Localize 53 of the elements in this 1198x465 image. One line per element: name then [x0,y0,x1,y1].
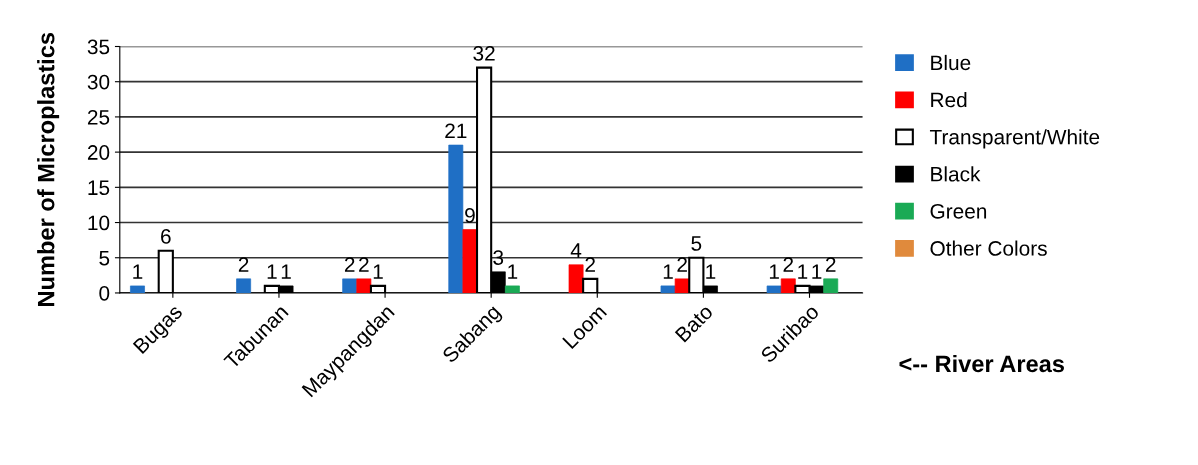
data-label: 6 [161,229,171,244]
data-label: 9 [465,207,475,223]
bar [356,278,372,293]
data-label: 1 [267,264,277,279]
bar [462,229,478,293]
y-tick-label: 0 [99,285,110,301]
x-tick-label: Bato [674,303,714,343]
y-tick-label: 30 [87,74,110,90]
legend-label: Blue [931,54,971,71]
data-label: 1 [706,264,716,279]
bar [448,144,464,293]
data-label: 1 [281,264,291,279]
data-label: 2 [344,257,355,272]
data-label: 5 [691,236,702,251]
data-label: 2 [783,257,794,272]
data-label: 1 [798,264,808,279]
data-label: 32 [473,45,495,61]
data-label: 4 [570,243,582,258]
data-label: 1 [133,264,143,279]
legend-label: Transparent/White [929,129,1100,149]
text: <-- River Areas [899,354,1064,373]
bar [674,278,690,293]
legend-label: Black [931,166,981,182]
y-tick-label: 5 [99,250,110,266]
y-tick-label: 10 [88,215,110,231]
data-label: 21 [445,123,467,138]
data-label: 2 [585,257,595,272]
data-label: 1 [663,264,673,279]
data-label: 2 [677,257,687,272]
y-axis-title: Number of Microplastics [37,32,60,306]
legend-label: Red [931,92,967,108]
bar [504,285,520,293]
data-label: 2 [238,257,249,272]
data-label: 1 [812,264,822,279]
data-label: 1 [508,264,518,279]
data-label: 2 [825,257,836,272]
bar [568,264,584,293]
bar [236,278,252,293]
bar [342,278,358,293]
legend-label: Other Colors [930,240,1047,256]
y-tick-label: 20 [87,145,110,160]
bar [130,285,145,293]
bar [823,278,839,293]
bar [780,278,796,293]
y-tick-label: 25 [87,109,110,125]
data-label: 1 [769,264,779,279]
data-label: 2 [359,257,369,272]
y-tick-label: 15 [88,180,110,196]
bar [766,285,782,293]
legend-label: Green [930,203,987,219]
y-tick-label: 35 [87,39,110,55]
bar [660,285,676,293]
data-label: 1 [373,264,383,279]
